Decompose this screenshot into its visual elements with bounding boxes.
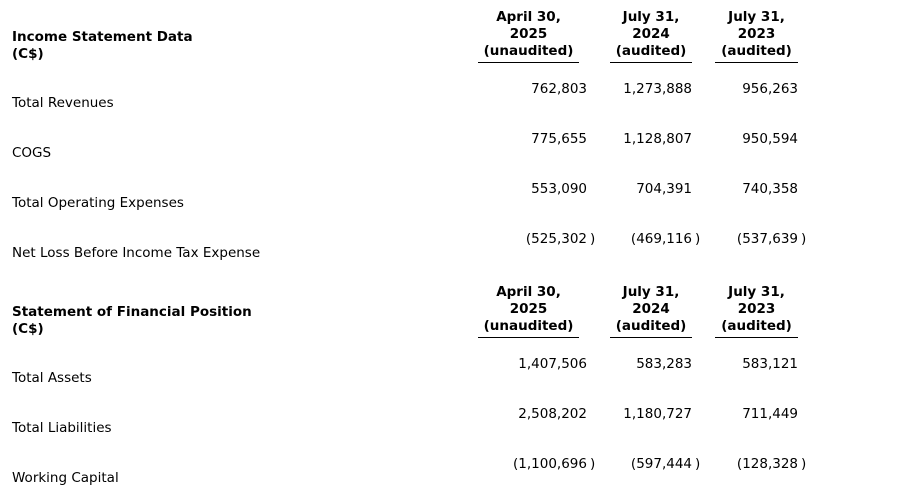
negative-close-paren xyxy=(692,397,713,447)
value-cell: 1,407,506 xyxy=(518,356,587,372)
column-header-year: 2025 xyxy=(509,26,548,42)
row-label: Net Loss Before Income Tax Expense xyxy=(12,245,261,261)
section-title-financial-position: Statement of Financial Position (C$) xyxy=(0,272,450,347)
negative-close-paren xyxy=(587,72,607,122)
negative-close-paren xyxy=(587,172,607,222)
column-header-audit-status: (audited) xyxy=(609,318,693,338)
column-header-apr-2025: April 30, 2025 (unaudited) xyxy=(450,0,607,72)
value-cell: 704,391 xyxy=(636,181,693,197)
table-row-working-capital: Working Capital (1,100,696 ) (597,444 ) … xyxy=(0,447,904,497)
value-cell: (469,116 xyxy=(630,231,693,247)
spacer xyxy=(818,447,904,497)
column-header-month: July 31, xyxy=(622,9,680,25)
negative-close-paren: ) xyxy=(590,456,596,472)
value-cell: 775,655 xyxy=(531,131,587,147)
value-cell: 583,283 xyxy=(636,356,693,372)
row-label: Total Revenues xyxy=(12,95,114,111)
negative-close-paren: ) xyxy=(801,231,807,247)
negative-close-paren: ) xyxy=(695,231,701,247)
spacer xyxy=(818,222,904,272)
column-header-month: July 31, xyxy=(728,9,785,25)
negative-close-paren xyxy=(798,172,818,222)
column-header-year: 2023 xyxy=(737,301,776,317)
negative-close-paren xyxy=(692,122,713,172)
column-header-year: 2024 xyxy=(632,26,670,42)
column-header-jul-2024: July 31, 2024 (audited) xyxy=(607,0,713,72)
value-cell: 711,449 xyxy=(742,406,799,422)
section-title-line1: Statement of Financial Position xyxy=(12,304,252,320)
table-row-total-operating-expenses: Total Operating Expenses 553,090 704,391… xyxy=(0,172,904,222)
spacer xyxy=(818,397,904,447)
column-header-audit-status: (unaudited) xyxy=(477,318,580,338)
negative-close-paren: ) xyxy=(590,231,596,247)
column-header-apr-2025: April 30, 2025 (unaudited) xyxy=(450,272,607,347)
column-header-audit-status: (audited) xyxy=(715,318,798,338)
column-header-audit-status: (unaudited) xyxy=(477,43,580,63)
value-cell: 956,263 xyxy=(742,81,799,97)
column-header-audit-status: (audited) xyxy=(609,43,693,63)
row-label: Total Operating Expenses xyxy=(12,195,184,211)
value-cell: (1,100,696 xyxy=(513,456,587,472)
spacer xyxy=(818,0,904,72)
value-cell: 740,358 xyxy=(742,181,799,197)
negative-close-paren xyxy=(798,72,818,122)
negative-close-paren xyxy=(798,397,818,447)
value-cell: 553,090 xyxy=(531,181,587,197)
table-row-cogs: COGS 775,655 1,128,807 950,594 xyxy=(0,122,904,172)
negative-close-paren xyxy=(587,347,607,397)
column-header-month: July 31, xyxy=(728,284,785,300)
value-cell: (537,639 xyxy=(736,231,799,247)
value-cell: 583,121 xyxy=(742,356,799,372)
value-cell: (128,328 xyxy=(736,456,799,472)
table-row-total-assets: Total Assets 1,407,506 583,283 583,121 xyxy=(0,347,904,397)
value-cell: 1,128,807 xyxy=(623,131,693,147)
negative-close-paren: ) xyxy=(695,456,701,472)
income-statement-header-row: Income Statement Data (C$) April 30, 202… xyxy=(0,0,904,72)
column-header-year: 2023 xyxy=(737,26,776,42)
value-cell: 950,594 xyxy=(742,131,799,147)
value-cell: 1,180,727 xyxy=(623,406,693,422)
negative-close-paren xyxy=(587,397,607,447)
table-row-total-liabilities: Total Liabilities 2,508,202 1,180,727 71… xyxy=(0,397,904,447)
column-header-month: April 30, xyxy=(496,9,561,25)
column-header-audit-status: (audited) xyxy=(715,43,798,63)
column-header-jul-2023: July 31, 2023 (audited) xyxy=(713,272,818,347)
section-title-line1: Income Statement Data xyxy=(12,29,193,45)
value-cell: 762,803 xyxy=(531,81,587,97)
row-label: Working Capital xyxy=(12,470,119,486)
section-title-line2: (C$) xyxy=(12,46,44,62)
column-header-month: July 31, xyxy=(622,284,680,300)
column-header-jul-2023: July 31, 2023 (audited) xyxy=(713,0,818,72)
negative-close-paren xyxy=(692,72,713,122)
spacer xyxy=(818,172,904,222)
negative-close-paren xyxy=(692,172,713,222)
negative-close-paren xyxy=(798,347,818,397)
section-title-income-statement: Income Statement Data (C$) xyxy=(0,0,450,72)
row-label: COGS xyxy=(12,145,52,161)
column-header-jul-2024: July 31, 2024 (audited) xyxy=(607,272,713,347)
row-label: Total Liabilities xyxy=(12,420,112,436)
column-header-month: April 30, xyxy=(496,284,561,300)
table-row-net-loss-before-income-tax: Net Loss Before Income Tax Expense (525,… xyxy=(0,222,904,272)
negative-close-paren xyxy=(798,122,818,172)
spacer xyxy=(818,122,904,172)
negative-close-paren xyxy=(692,347,713,397)
column-header-year: 2024 xyxy=(632,301,670,317)
column-header-year: 2025 xyxy=(509,301,548,317)
spacer xyxy=(818,347,904,397)
value-cell: 1,273,888 xyxy=(623,81,693,97)
row-label: Total Assets xyxy=(12,370,92,386)
value-cell: 2,508,202 xyxy=(518,406,587,422)
negative-close-paren xyxy=(587,122,607,172)
section-title-line2: (C$) xyxy=(12,321,44,337)
spacer xyxy=(818,272,904,347)
table-row-total-revenues: Total Revenues 762,803 1,273,888 956,263 xyxy=(0,72,904,122)
value-cell: (525,302 xyxy=(525,231,587,247)
financial-position-header-row: Statement of Financial Position (C$) Apr… xyxy=(0,272,904,347)
spacer xyxy=(818,72,904,122)
value-cell: (597,444 xyxy=(630,456,693,472)
negative-close-paren: ) xyxy=(801,456,807,472)
